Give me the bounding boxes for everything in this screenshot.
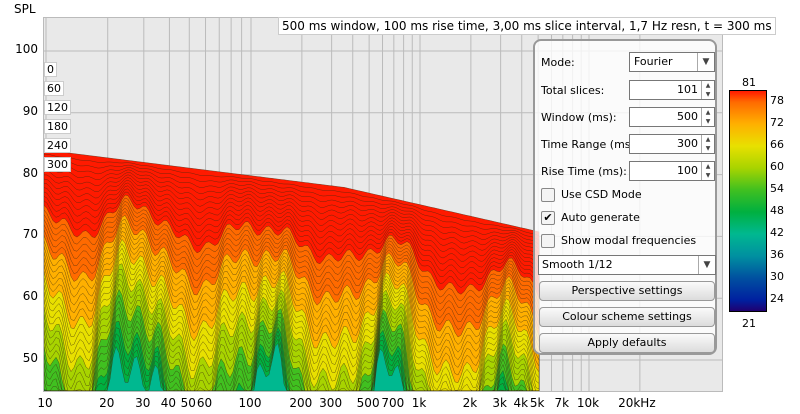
- chevron-down-icon: ▼: [697, 53, 714, 71]
- spin-arrows-icon[interactable]: ▲ ▼: [701, 108, 714, 126]
- slices-stepper[interactable]: 101 ▲ ▼: [629, 80, 715, 100]
- csd-mode-label: Use CSD Mode: [561, 188, 642, 201]
- chevron-down-icon: ▼: [698, 256, 715, 274]
- spin-arrows-icon[interactable]: ▲ ▼: [701, 162, 714, 180]
- colorbar-segment: [730, 102, 766, 125]
- window-stepper[interactable]: 500 ▲ ▼: [629, 107, 715, 127]
- x-tick-label: 10k: [576, 396, 600, 410]
- x-tick-label: 200: [289, 396, 313, 410]
- x-tick-label: 10: [37, 396, 53, 410]
- time-range-label: Time Range (ms):: [541, 138, 639, 151]
- colorbar-tick-label: 30: [770, 270, 784, 283]
- x-tick-label: 40: [160, 396, 177, 410]
- mode-dropdown[interactable]: Fourier ▼: [629, 52, 715, 72]
- x-tick-label: 1k: [411, 396, 427, 410]
- time-slice-label: 120: [44, 100, 71, 115]
- colorbar-segment: [730, 278, 766, 301]
- colorbar-max-label: 81: [742, 76, 756, 89]
- y-tick-label: 70: [22, 227, 38, 242]
- slices-label: Total slices:: [541, 84, 605, 97]
- x-tick-label: 50: [180, 396, 196, 410]
- x-tick-label: 60: [196, 396, 213, 410]
- waterfall-plot[interactable]: [43, 17, 723, 392]
- colorbar-segment: [730, 190, 766, 213]
- spin-arrows-icon[interactable]: ▲ ▼: [701, 135, 714, 153]
- colorbar-min-label: 21: [742, 317, 756, 330]
- colorbar-tick-label: 54: [770, 182, 784, 195]
- x-tick-label: 20kHz: [618, 396, 656, 410]
- window-value: 500: [677, 110, 698, 123]
- x-tick-label: 5k: [529, 396, 545, 410]
- rise-time-value: 100: [677, 164, 698, 177]
- y-tick-label: 80: [22, 165, 38, 180]
- x-tick-label: 20: [99, 396, 115, 410]
- time-slice-label: 300: [44, 157, 71, 172]
- spin-arrows-icon[interactable]: ▲ ▼: [701, 81, 714, 99]
- apply-defaults-button[interactable]: Apply defaults: [539, 333, 715, 353]
- colorbar-tick-label: 78: [770, 94, 784, 107]
- time-slice-label: 180: [44, 119, 71, 134]
- colour-scheme-settings-button[interactable]: Colour scheme settings: [539, 307, 715, 327]
- y-tick-label: 100: [15, 42, 38, 56]
- smoothing-dropdown[interactable]: Smooth 1/12 ▼: [538, 255, 716, 275]
- modal-frequencies-label: Show modal frequencies: [561, 234, 697, 247]
- waterfall-svg: [43, 18, 722, 392]
- colorbar-tick-label: 36: [770, 248, 784, 261]
- mode-label: Mode:: [541, 56, 575, 69]
- y-axis-title: SPL: [14, 2, 36, 16]
- colorbar-tick-label: 72: [770, 116, 784, 129]
- controls-panel: Mode: Fourier ▼ Total slices: 101 ▲ ▼ Windo…: [533, 39, 717, 355]
- colorbar-segment: [730, 300, 766, 312]
- time-range-stepper[interactable]: 300 ▲ ▼: [629, 134, 715, 154]
- time-range-value: 300: [677, 137, 698, 150]
- auto-generate-label: Auto generate: [561, 211, 640, 224]
- y-tick-label: 90: [22, 103, 38, 118]
- colorbar-segment: [730, 234, 766, 257]
- smoothing-value: Smooth 1/12: [542, 258, 613, 271]
- x-tick-label: 3k: [492, 396, 507, 410]
- csd-mode-checkbox[interactable]: [541, 188, 555, 202]
- mode-value: Fourier: [634, 55, 673, 68]
- colorbar-segment: [730, 256, 766, 279]
- y-tick-label: 50: [22, 351, 38, 365]
- y-tick-label: 60: [22, 289, 38, 304]
- rise-time-stepper[interactable]: 100 ▲ ▼: [629, 161, 715, 181]
- time-slice-label: 240: [44, 138, 71, 153]
- x-tick-label: 4k: [513, 396, 529, 410]
- time-slice-label: 60: [44, 81, 64, 96]
- info-readout: 500 ms window, 100 ms rise time, 3,00 ms…: [278, 17, 776, 35]
- window-label: Window (ms):: [541, 111, 617, 124]
- perspective-settings-button[interactable]: Perspective settings: [539, 281, 715, 301]
- x-tick-label: 500: [356, 396, 380, 410]
- checkmark-icon: ✔: [543, 211, 553, 224]
- time-slice-label: 0: [44, 62, 57, 77]
- colorbar-segment: [730, 212, 766, 235]
- x-tick-label: 7k: [554, 396, 570, 410]
- x-tick-label: 300: [319, 396, 343, 410]
- colorbar: [729, 90, 767, 312]
- colorbar-tick-label: 48: [770, 204, 784, 217]
- colorbar-segment: [730, 146, 766, 169]
- colorbar-tick-label: 66: [770, 138, 784, 151]
- auto-generate-checkbox[interactable]: ✔: [541, 211, 555, 225]
- slices-value: 101: [677, 83, 698, 96]
- colorbar-tick-label: 60: [770, 160, 784, 173]
- x-tick-label: 2k: [462, 396, 478, 410]
- colorbar-segment: [730, 168, 766, 191]
- modal-frequencies-checkbox[interactable]: [541, 234, 555, 248]
- rise-time-label: Rise Time (ms):: [541, 165, 627, 178]
- colorbar-tick-label: 24: [770, 292, 784, 305]
- colorbar-tick-label: 42: [770, 226, 784, 239]
- x-tick-label: 700: [381, 396, 405, 410]
- x-tick-label: 30: [135, 396, 151, 410]
- colorbar-segment: [730, 124, 766, 147]
- x-tick-label: 100: [238, 396, 262, 410]
